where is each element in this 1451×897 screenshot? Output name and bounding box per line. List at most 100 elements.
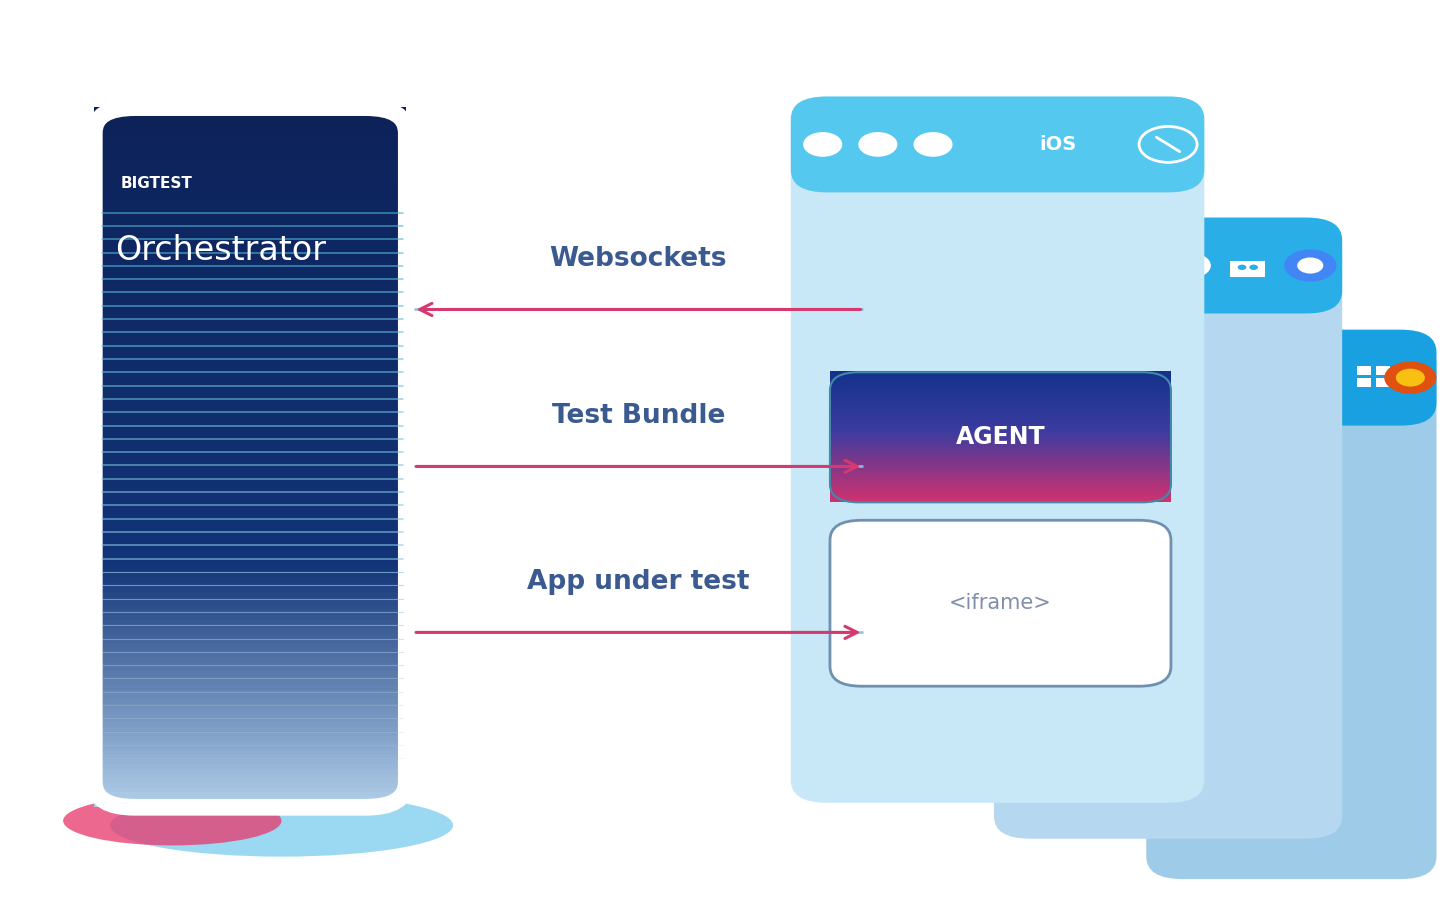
Bar — [830, 393, 1171, 396]
Bar — [94, 494, 406, 500]
Bar — [94, 177, 406, 182]
Circle shape — [1249, 265, 1258, 270]
Bar — [94, 452, 406, 457]
Bar — [830, 484, 1171, 487]
Circle shape — [1384, 361, 1436, 394]
Bar — [94, 475, 406, 481]
Bar — [94, 662, 406, 667]
Bar — [830, 469, 1171, 472]
FancyBboxPatch shape — [791, 108, 1204, 803]
Bar — [94, 232, 406, 239]
FancyBboxPatch shape — [994, 229, 1342, 839]
Circle shape — [1214, 366, 1252, 389]
Bar — [830, 417, 1171, 420]
Bar — [94, 251, 406, 257]
Bar — [830, 387, 1171, 389]
Bar — [94, 135, 406, 140]
Bar — [94, 209, 406, 215]
Bar — [830, 402, 1171, 405]
Bar — [94, 214, 406, 220]
Bar — [830, 378, 1171, 381]
Bar — [830, 428, 1171, 431]
Bar — [830, 399, 1171, 403]
Bar — [830, 382, 1171, 386]
Bar — [94, 354, 406, 360]
Bar — [94, 582, 406, 588]
Bar — [94, 261, 406, 266]
Bar — [94, 745, 406, 752]
Bar — [94, 699, 406, 705]
Bar — [830, 371, 1171, 374]
Bar — [94, 429, 406, 434]
Bar — [830, 434, 1171, 438]
Bar — [94, 368, 406, 373]
Bar — [94, 760, 406, 765]
Text: <iframe>: <iframe> — [949, 593, 1052, 614]
Bar — [830, 423, 1171, 426]
Bar — [94, 690, 406, 695]
Bar — [94, 727, 406, 733]
Bar — [94, 559, 406, 565]
Bar — [830, 396, 1171, 398]
Bar — [830, 397, 1171, 400]
Circle shape — [1007, 254, 1045, 277]
Bar — [94, 396, 406, 402]
Bar — [830, 477, 1171, 481]
Bar — [94, 503, 406, 509]
Bar — [94, 126, 406, 131]
Bar — [830, 475, 1171, 478]
Bar — [830, 430, 1171, 433]
Bar — [830, 411, 1171, 414]
Bar — [94, 405, 406, 411]
Bar — [94, 223, 406, 229]
Bar — [94, 718, 406, 723]
Bar — [94, 302, 406, 309]
Bar — [94, 289, 406, 294]
Bar — [94, 442, 406, 448]
Bar — [94, 601, 406, 606]
Bar — [94, 741, 406, 746]
Bar — [94, 541, 406, 546]
Bar — [94, 536, 406, 542]
Circle shape — [1172, 254, 1210, 277]
Bar — [94, 256, 406, 262]
Bar — [830, 440, 1171, 444]
Bar — [94, 713, 406, 718]
Bar — [830, 432, 1171, 435]
Bar — [94, 359, 406, 364]
Bar — [830, 463, 1171, 466]
Bar — [94, 554, 406, 560]
Bar — [94, 448, 406, 453]
Bar — [94, 340, 406, 345]
Bar — [830, 449, 1171, 452]
Bar — [830, 456, 1171, 459]
Bar — [94, 279, 406, 285]
Bar — [94, 792, 406, 798]
Bar — [830, 439, 1171, 441]
Bar — [94, 424, 406, 430]
Bar — [94, 675, 406, 682]
Bar — [830, 491, 1171, 493]
Bar — [94, 317, 406, 322]
Bar — [94, 191, 406, 196]
Bar — [94, 512, 406, 518]
Bar — [94, 419, 406, 425]
Bar — [94, 639, 406, 644]
Bar — [94, 274, 406, 280]
Bar — [94, 363, 406, 369]
Bar — [94, 592, 406, 597]
Bar — [830, 414, 1171, 418]
Bar — [830, 404, 1171, 407]
Circle shape — [1270, 366, 1307, 389]
Bar — [94, 643, 406, 649]
Bar — [94, 736, 406, 742]
Text: Orchestrator: Orchestrator — [115, 234, 325, 267]
Bar — [830, 482, 1171, 485]
Bar — [94, 200, 406, 205]
Bar — [94, 433, 406, 439]
Bar — [94, 527, 406, 532]
Bar — [94, 238, 406, 243]
Bar — [830, 486, 1171, 490]
Bar — [94, 732, 406, 737]
Bar — [94, 545, 406, 551]
